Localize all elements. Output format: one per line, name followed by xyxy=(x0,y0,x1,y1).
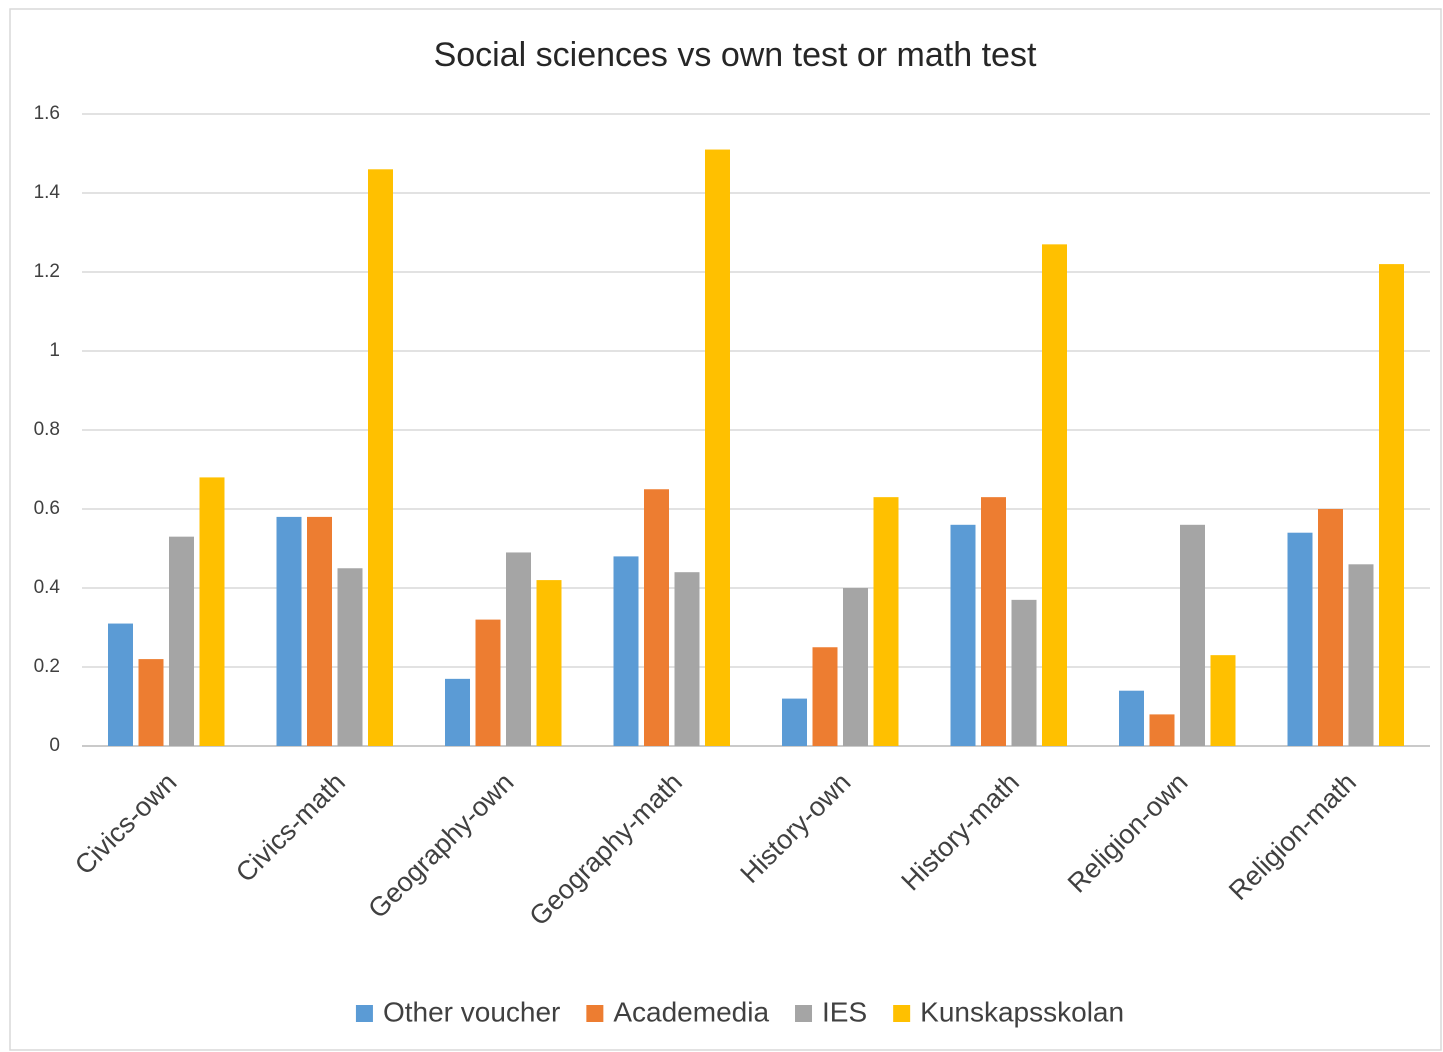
y-tick-label: 0 xyxy=(49,735,60,756)
legend-label: Other voucher xyxy=(383,996,560,1027)
y-tick-label: 1.2 xyxy=(34,261,60,282)
legend-swatch xyxy=(795,1005,813,1022)
bar xyxy=(843,588,868,746)
legend-swatch xyxy=(893,1005,911,1022)
chart-title: Social sciences vs own test or math test xyxy=(434,36,1037,74)
bar xyxy=(1042,244,1067,746)
bar xyxy=(873,497,899,746)
bar xyxy=(782,698,807,746)
bar xyxy=(445,678,470,746)
legend-label: IES xyxy=(822,996,867,1027)
bar xyxy=(613,556,639,746)
bar xyxy=(950,524,976,746)
bar xyxy=(1379,264,1404,746)
bar xyxy=(1348,564,1374,746)
legend-swatch xyxy=(355,1005,373,1022)
bar xyxy=(644,489,669,746)
bar xyxy=(1287,532,1313,746)
bar xyxy=(337,568,363,746)
bar xyxy=(475,619,501,746)
y-tick-label: 0.8 xyxy=(34,419,60,440)
bar xyxy=(199,477,225,746)
bar xyxy=(1180,524,1205,746)
y-tick-label: 0.2 xyxy=(34,656,60,677)
bar xyxy=(138,659,164,746)
legend-label: Kunskapsskolan xyxy=(920,996,1124,1027)
y-tick-label: 1.4 xyxy=(34,182,61,203)
bar xyxy=(276,516,302,746)
bar xyxy=(981,497,1006,746)
bar xyxy=(1119,690,1144,746)
bar xyxy=(307,516,332,746)
bar xyxy=(368,169,393,747)
bar xyxy=(536,580,562,746)
bar xyxy=(1149,714,1175,746)
y-tick-label: 1.6 xyxy=(34,103,60,124)
bar xyxy=(506,552,531,746)
y-tick-label: 1 xyxy=(49,340,60,361)
legend-swatch xyxy=(586,1005,604,1022)
y-tick-label: 0.6 xyxy=(34,498,60,519)
bar xyxy=(812,647,838,746)
bar xyxy=(169,536,194,746)
bar xyxy=(1318,509,1343,746)
legend-label: Academedia xyxy=(613,996,769,1027)
bar xyxy=(1210,655,1236,746)
y-tick-label: 0.4 xyxy=(34,577,61,598)
bar xyxy=(705,149,730,747)
bar xyxy=(108,623,133,746)
bar xyxy=(1011,599,1037,746)
bar xyxy=(674,572,700,746)
